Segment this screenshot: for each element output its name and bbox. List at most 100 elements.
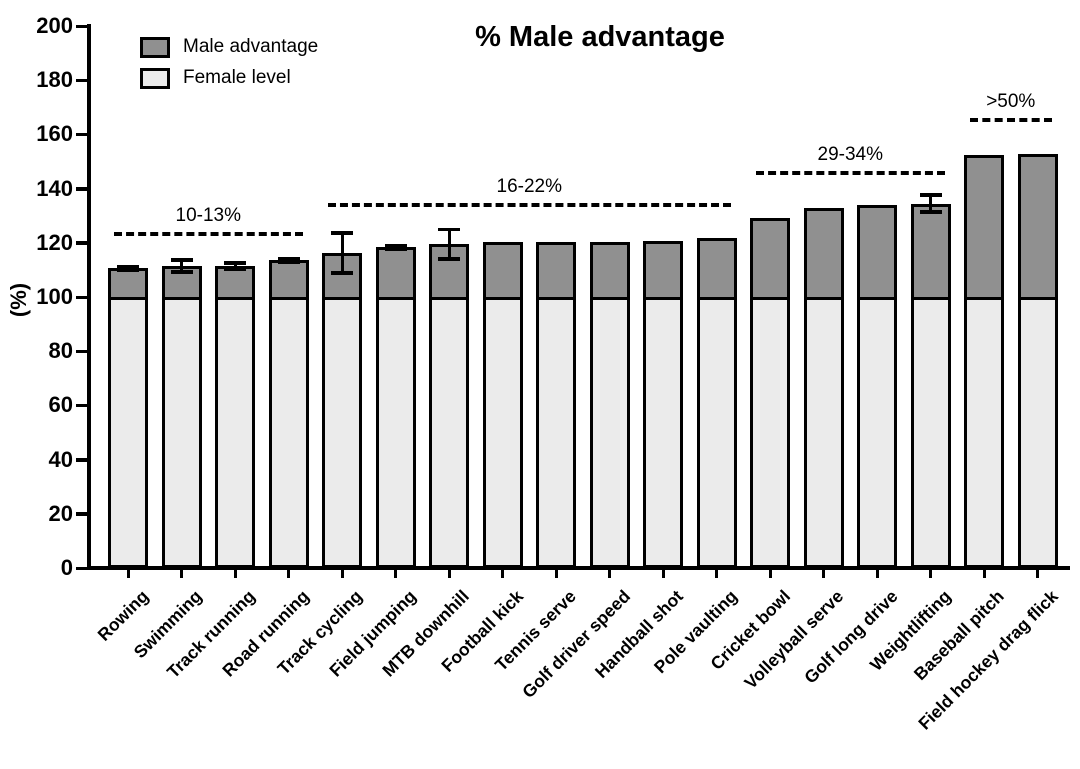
bar-female-segment [268, 297, 309, 568]
x-axis-tick [394, 570, 397, 578]
x-axis-tick [233, 570, 237, 578]
bar-male-segment [803, 208, 844, 300]
group-annotation-line [970, 118, 1052, 123]
y-axis-tick [76, 241, 87, 245]
bar-female-segment [375, 297, 416, 568]
bar-male-segment [696, 237, 737, 300]
error-bar-cap-top [919, 193, 942, 197]
bar-male-segment [857, 205, 897, 300]
error-bar-line [929, 194, 932, 213]
bar-female-segment [803, 297, 844, 568]
bar-female-segment [161, 297, 202, 568]
y-axis-tick [76, 349, 87, 354]
y-axis-tick-label: 40 [48, 446, 73, 472]
x-axis-tick [822, 570, 825, 578]
error-bar-cap-top [384, 244, 407, 248]
error-bar-line [233, 262, 237, 270]
bar-male-segment [536, 242, 576, 300]
x-axis-tick [1036, 570, 1039, 578]
x-axis-tick [661, 570, 665, 578]
error-bar-line [447, 229, 451, 260]
bar-female-segment [696, 297, 737, 568]
legend-item-male-advantage: Male advantage [140, 36, 318, 58]
group-annotation-label: 10-13% [175, 204, 242, 226]
female-level-swatch [140, 67, 170, 89]
error-bar-cap-top [170, 258, 193, 262]
x-axis-tick [287, 570, 290, 578]
y-axis-tick-label: 120 [36, 229, 73, 255]
error-bar-cap-top [224, 261, 246, 265]
y-axis-tick [76, 566, 87, 570]
male-advantage-swatch [140, 36, 170, 58]
y-axis-tick [76, 295, 87, 299]
bar-female-segment [429, 297, 469, 568]
bar-female-segment [910, 297, 951, 568]
bar-male-segment [215, 266, 255, 300]
y-axis-tick [76, 187, 87, 191]
bar-female-segment [215, 297, 255, 568]
error-bar-cap-bottom [117, 268, 139, 272]
group-annotation-line [328, 202, 731, 207]
chart-title: % Male advantage [475, 21, 725, 53]
x-axis-category-label: Golf long drive [799, 586, 902, 688]
bar-female-segment [750, 297, 790, 568]
legend-label-male-advantage: Male advantage [183, 36, 319, 57]
group-annotation-label: 16-22% [496, 175, 563, 197]
x-axis-tick [875, 570, 879, 578]
bar-male-segment [964, 154, 1004, 300]
error-bar-cap-bottom [919, 210, 942, 214]
x-axis-tick [126, 570, 130, 578]
y-axis-tick-label: 100 [36, 284, 73, 309]
y-axis-tick-label: 140 [36, 175, 73, 201]
y-axis-tick-label: 160 [36, 121, 73, 147]
group-annotation-line [114, 231, 303, 236]
bar-female-segment [857, 297, 897, 568]
y-axis-tick-label: 60 [48, 392, 73, 418]
bar-female-segment [1017, 297, 1058, 568]
bar-female-segment [482, 297, 523, 568]
y-axis-tick-label: 200 [36, 13, 73, 38]
y-axis-tick [76, 24, 87, 28]
legend: Male advantage Female level [140, 36, 318, 98]
y-axis-tick-label: 20 [48, 500, 73, 526]
legend-label-female-level: Female level [183, 67, 291, 88]
error-bar-line [340, 232, 344, 274]
bar-male-segment [268, 260, 309, 300]
y-axis-tick [76, 512, 87, 516]
bar-male-segment [375, 247, 416, 300]
y-axis-tick-label: 180 [36, 67, 73, 93]
bar-male-segment [910, 203, 951, 300]
x-axis-tick [447, 570, 451, 578]
bar-male-segment [750, 218, 790, 300]
bar-male-segment [643, 241, 683, 300]
x-axis-tick [608, 570, 611, 578]
bar-female-segment [108, 297, 148, 568]
error-bar-cap-bottom [277, 260, 300, 264]
legend-item-female-level: Female level [140, 67, 318, 89]
bar-female-segment [589, 297, 630, 568]
y-axis-tick [76, 78, 87, 83]
y-axis-line [87, 24, 91, 570]
x-axis-line [87, 566, 1070, 570]
bar-male-segment [108, 268, 148, 300]
error-bar-cap-bottom [384, 247, 407, 251]
error-bar-cap-bottom [438, 257, 460, 261]
group-annotation-label: 29-34% [817, 143, 884, 165]
x-axis-tick [554, 570, 558, 578]
x-axis-tick [715, 570, 718, 578]
error-bar-cap-top [331, 231, 353, 235]
error-bar-cap-bottom [224, 267, 246, 272]
error-bar-cap-top [117, 264, 139, 269]
error-bar-line [180, 259, 183, 273]
x-axis-tick [768, 570, 772, 578]
y-axis-tick-label: 80 [48, 338, 73, 364]
bar-male-segment [482, 242, 523, 300]
x-axis-tick [501, 570, 504, 578]
bar-female-segment [964, 297, 1004, 568]
bar-female-segment [536, 297, 576, 568]
bar-male-segment [589, 241, 630, 300]
x-axis-tick [340, 570, 344, 578]
error-bar-cap-top [277, 257, 300, 261]
